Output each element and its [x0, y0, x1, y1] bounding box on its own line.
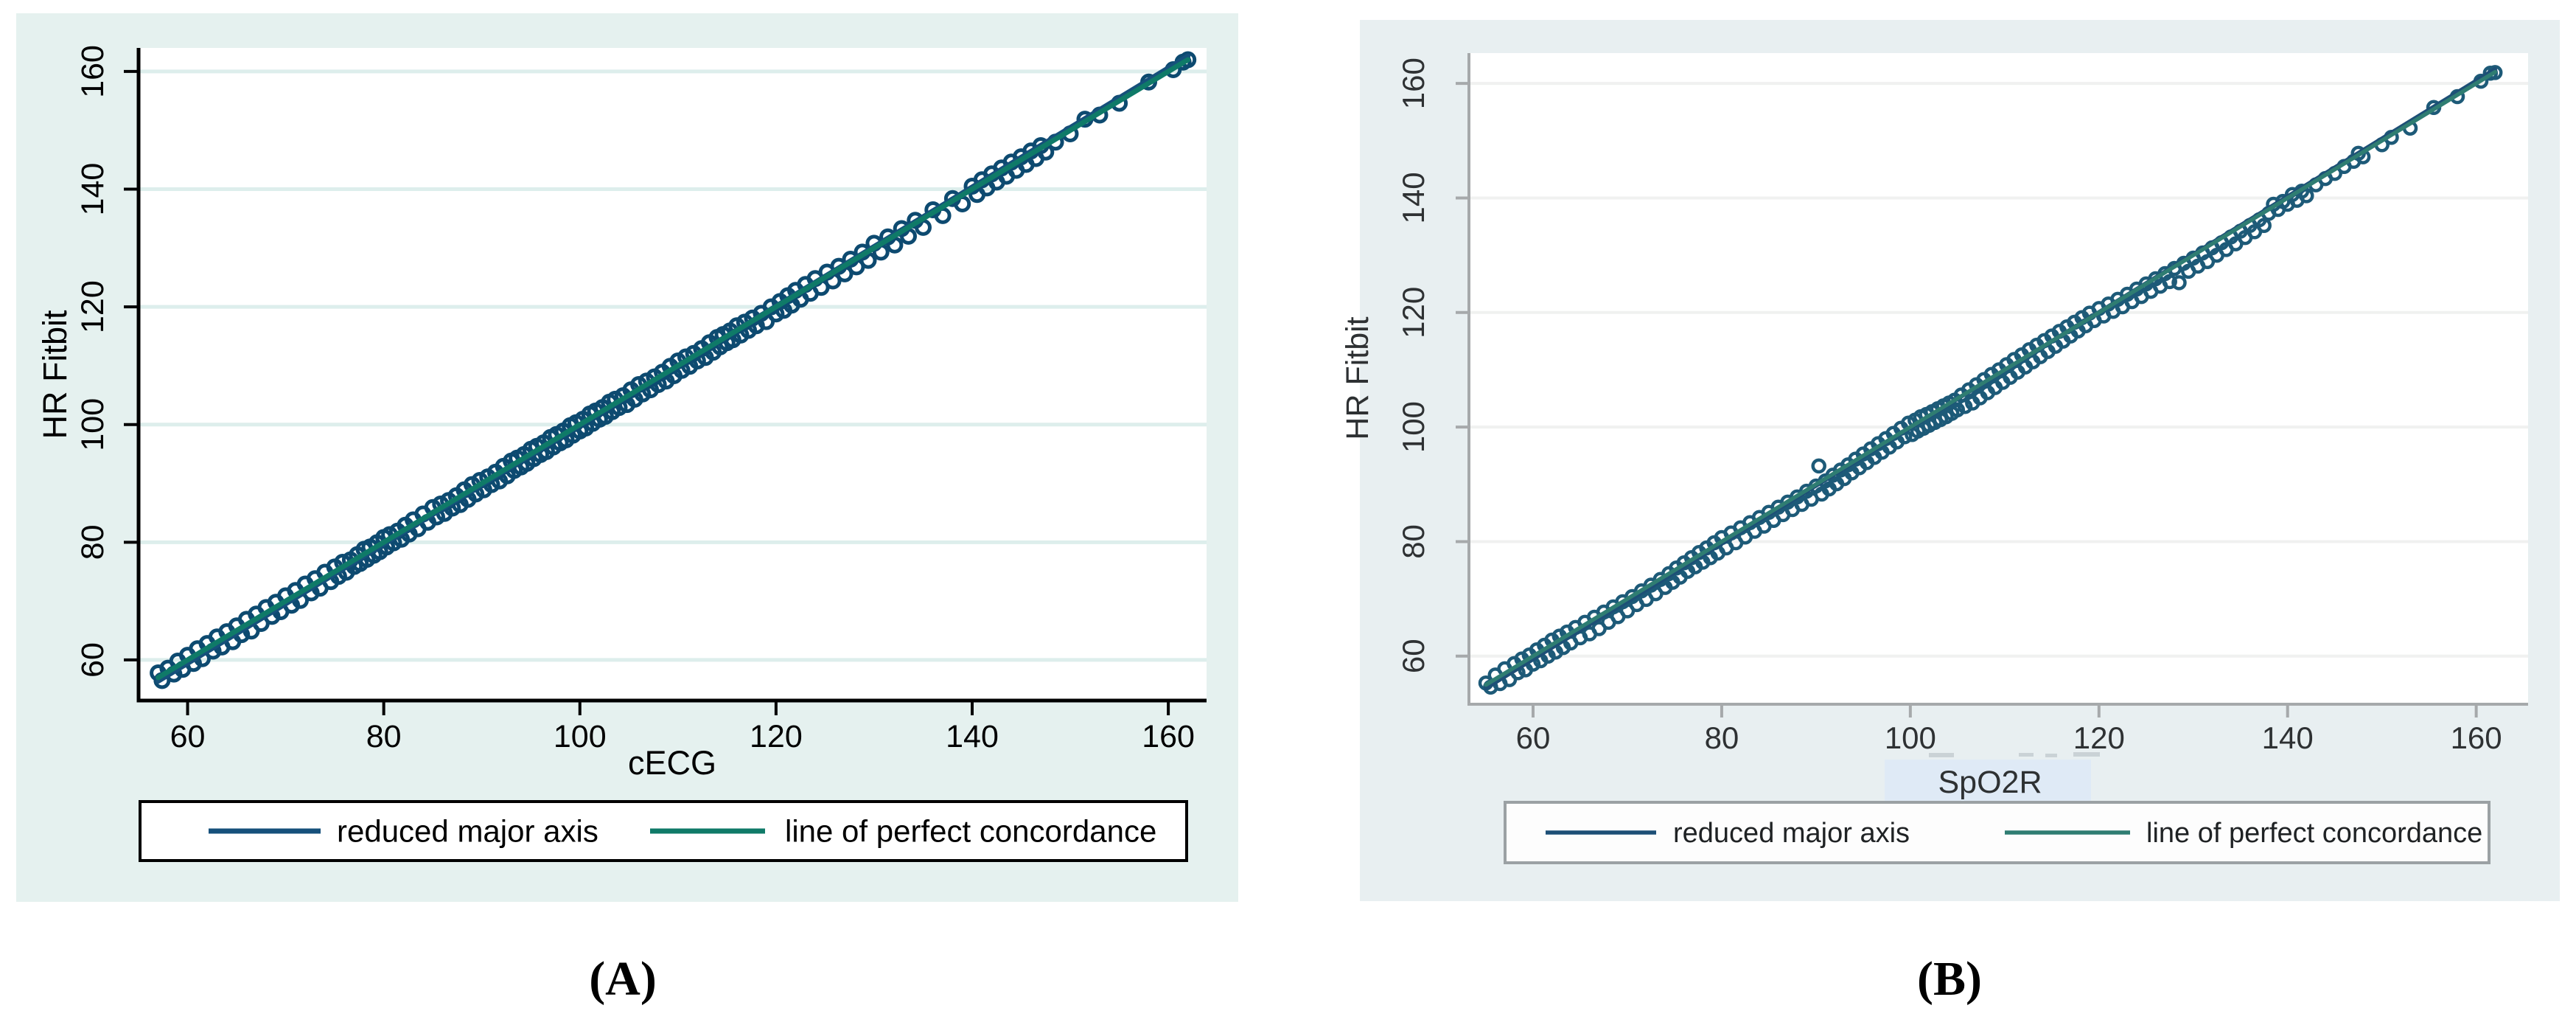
- xlabel-highlight: [1885, 760, 2091, 801]
- artifact-dash: [1929, 753, 1954, 757]
- scatter-point: [1811, 458, 1826, 474]
- legend-label-rma: reduced major axis: [337, 813, 598, 848]
- artifact-dash: [2073, 752, 2100, 757]
- scatter-point: [2162, 274, 2177, 290]
- x-tick-label: 140: [946, 719, 999, 754]
- x-tick-label: 160: [2451, 720, 2502, 755]
- x-tick-label: 100: [1885, 720, 1936, 755]
- artifact-dash: [2019, 753, 2034, 757]
- y-tick-label: 140: [75, 163, 111, 216]
- x-tick-label: 140: [2262, 720, 2314, 755]
- y-tick-label: 120: [1396, 287, 1431, 338]
- y-tick-label: 80: [1396, 524, 1431, 559]
- x-tick-label: 80: [1705, 720, 1739, 755]
- artifact-dash: [2045, 754, 2057, 757]
- x-axis-title: cECG: [628, 744, 716, 782]
- legend-label-rma: reduced major axis: [1673, 818, 1910, 849]
- scatter-plot-a: 60 80 100 120 140 160 60 80 100 120 140 160 cECG HR F…: [16, 13, 1238, 902]
- y-tick-label: 100: [1396, 401, 1431, 453]
- y-axis-title: HR Fitbit: [36, 310, 74, 439]
- y-tick-label: 120: [75, 280, 111, 333]
- scatter-point: [2171, 275, 2187, 291]
- y-tick-label: 60: [75, 642, 111, 678]
- figure-label-b: (B): [1917, 952, 1982, 1006]
- concordance-line: [1484, 69, 2497, 687]
- scatter-point: [2256, 218, 2272, 234]
- x-tick-label: 100: [554, 719, 607, 754]
- scatter-point: [1950, 402, 1966, 418]
- concordance-line: [156, 57, 1191, 681]
- x-tick-label: 60: [1516, 720, 1551, 755]
- figure-label-a: (A): [589, 952, 657, 1006]
- legend-label-concordance: line of perfect concordance: [785, 813, 1156, 848]
- y-tick-label: 160: [75, 45, 111, 98]
- x-axis-title: SpO2R: [1938, 765, 2042, 800]
- x-tick-label: 80: [366, 719, 402, 754]
- x-tick-label: 120: [2073, 720, 2125, 755]
- scatter-point: [2299, 188, 2314, 204]
- legend-label-concordance: line of perfect concordance: [2146, 818, 2482, 849]
- y-tick-label: 80: [75, 524, 111, 560]
- y-tick-label: 160: [1396, 58, 1431, 109]
- x-tick-label: 160: [1142, 719, 1195, 754]
- scatter-plot-b: 60 80 100 120 140 160 60 80 100 120 140 160 SpO2R HR …: [1340, 20, 2560, 901]
- scatter-point: [1957, 398, 1973, 414]
- y-tick-label: 140: [1396, 172, 1431, 223]
- y-tick-label: 60: [1396, 639, 1431, 673]
- y-axis-title: HR Fitbit: [1340, 316, 1375, 439]
- y-tick-label: 100: [75, 398, 111, 451]
- x-tick-label: 120: [750, 719, 803, 754]
- legend-box: [1504, 801, 2491, 864]
- x-tick-label: 60: [170, 719, 206, 754]
